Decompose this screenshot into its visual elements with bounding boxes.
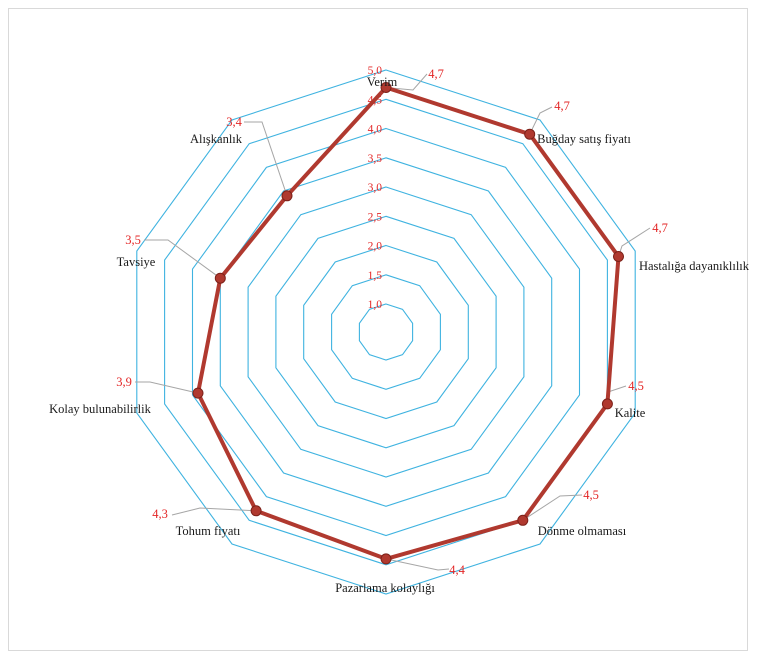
data-point [380, 553, 392, 565]
tick-label: 3,0 [368, 182, 383, 194]
data-label: 4,5 [583, 488, 599, 502]
data-label: 4,3 [152, 507, 168, 521]
axis-label: Dönme olmaması [538, 524, 627, 538]
grid-ring [164, 98, 608, 566]
axis-label: Verim [367, 75, 398, 89]
leader-line [529, 106, 553, 135]
grid-ring [275, 215, 497, 449]
tick-label: 1,0 [368, 299, 383, 311]
data-label: 3,4 [226, 115, 242, 129]
data-label: 4,4 [449, 563, 465, 577]
tick-label: 4,0 [368, 124, 383, 136]
data-point [524, 128, 536, 140]
axis-label: Tohum fiyatı [176, 524, 241, 538]
grid-ring [191, 127, 581, 537]
axis-label: Pazarlama kolaylığı [335, 581, 435, 595]
leader-line [244, 121, 288, 196]
grid-ring [303, 244, 469, 420]
data-label: 3,5 [125, 233, 141, 247]
data-point [517, 514, 529, 526]
series-layer [192, 82, 624, 565]
series-line [196, 85, 621, 561]
leader-line [144, 239, 221, 279]
axis-label: Alışkanlık [190, 132, 243, 146]
axis-label: Kolay bulunabilirlik [49, 402, 151, 416]
leader-line [385, 558, 450, 571]
grid-ring [331, 274, 441, 390]
axis-label: Kalite [615, 406, 646, 420]
data-point [281, 190, 293, 202]
leader-line [618, 227, 651, 257]
data-point [613, 251, 624, 262]
data-label: 3,9 [116, 375, 132, 389]
data-point [192, 387, 204, 399]
tick-label: 1,5 [368, 270, 383, 282]
data-point [214, 272, 226, 284]
leader-line [522, 494, 583, 521]
leader-line [171, 507, 257, 516]
data-label: 4,7 [428, 67, 444, 81]
tick-label: 2,0 [368, 241, 383, 253]
axis-label: Tavsiye [117, 255, 156, 269]
data-label: 4,7 [554, 99, 570, 113]
grid-ring [358, 303, 414, 361]
chart-frame [8, 8, 748, 651]
tick-label: 3,5 [368, 153, 383, 165]
axis-label: Buğday satış fiyatı [537, 132, 631, 146]
tick-label: 2,5 [368, 211, 383, 223]
grid-ring [136, 69, 636, 595]
label-layer: Verim Buğday satış fiyatı Hastalığa dayanı… [49, 67, 750, 595]
data-point [380, 82, 392, 93]
data-label: 4,7 [652, 221, 668, 235]
data-point [601, 398, 613, 410]
data-label: 4,5 [628, 379, 644, 393]
grid-ring [247, 186, 525, 478]
axis-label: Hastalığa dayanıklılık [639, 259, 750, 273]
grid-ring [219, 157, 553, 507]
data-point [250, 505, 262, 517]
tick-label: 5,0 [368, 65, 383, 77]
leader-line [135, 381, 199, 394]
